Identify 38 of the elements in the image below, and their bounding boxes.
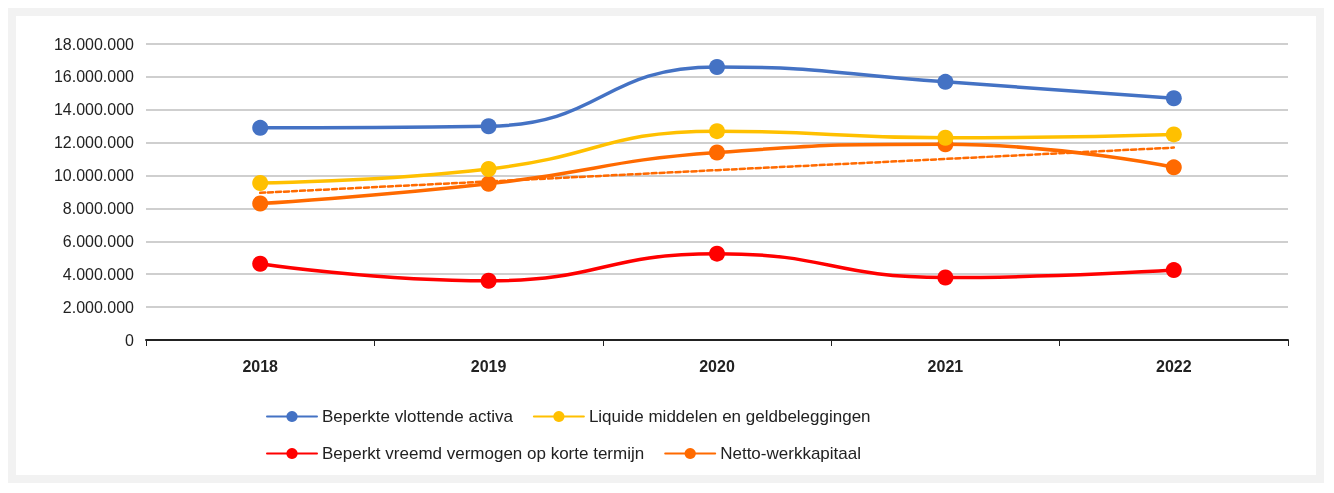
point <box>709 123 725 140</box>
point <box>480 160 497 177</box>
point <box>709 245 725 262</box>
y-tick-label: 6.000.000 <box>62 232 135 250</box>
y-tick-label: 8.000.000 <box>62 199 135 217</box>
point <box>1165 90 1182 107</box>
point <box>252 195 269 212</box>
point <box>1165 262 1182 279</box>
legend-label: Netto-werkkapitaal <box>720 444 861 463</box>
point <box>937 73 954 90</box>
point <box>1165 126 1182 143</box>
y-tick-label: 4.000.000 <box>62 265 135 283</box>
y-tick-label: 16.000.000 <box>53 68 135 86</box>
y-tick-label: 2.000.000 <box>62 298 135 316</box>
point <box>1165 159 1182 176</box>
point <box>480 272 497 289</box>
x-tick-label: 2021 <box>927 357 964 375</box>
legend-label: Beperkte vlottende activa <box>322 407 514 426</box>
x-tick-label: 2019 <box>470 357 507 375</box>
point <box>252 255 269 272</box>
x-tick-label: 2018 <box>242 357 279 375</box>
x-tick-label: 2022 <box>1156 357 1192 375</box>
point <box>252 174 269 191</box>
point <box>937 129 954 146</box>
point <box>252 119 269 136</box>
point <box>709 144 725 161</box>
y-tick-label: 0 <box>125 331 135 349</box>
point <box>937 269 954 286</box>
point <box>709 59 725 76</box>
y-tick-label: 10.000.000 <box>53 167 135 185</box>
x-tick-label: 2020 <box>699 357 735 375</box>
point <box>480 175 497 192</box>
legend-label: Liquide middelen en geldbeleggingen <box>588 407 871 426</box>
point <box>480 118 497 135</box>
y-tick-label: 12.000.000 <box>53 134 135 152</box>
y-tick-label: 18.000.000 <box>53 35 135 53</box>
legend-label: Beperkt vreemd vermogen op korte termijn <box>322 444 645 463</box>
y-tick-label: 14.000.000 <box>53 101 135 119</box>
